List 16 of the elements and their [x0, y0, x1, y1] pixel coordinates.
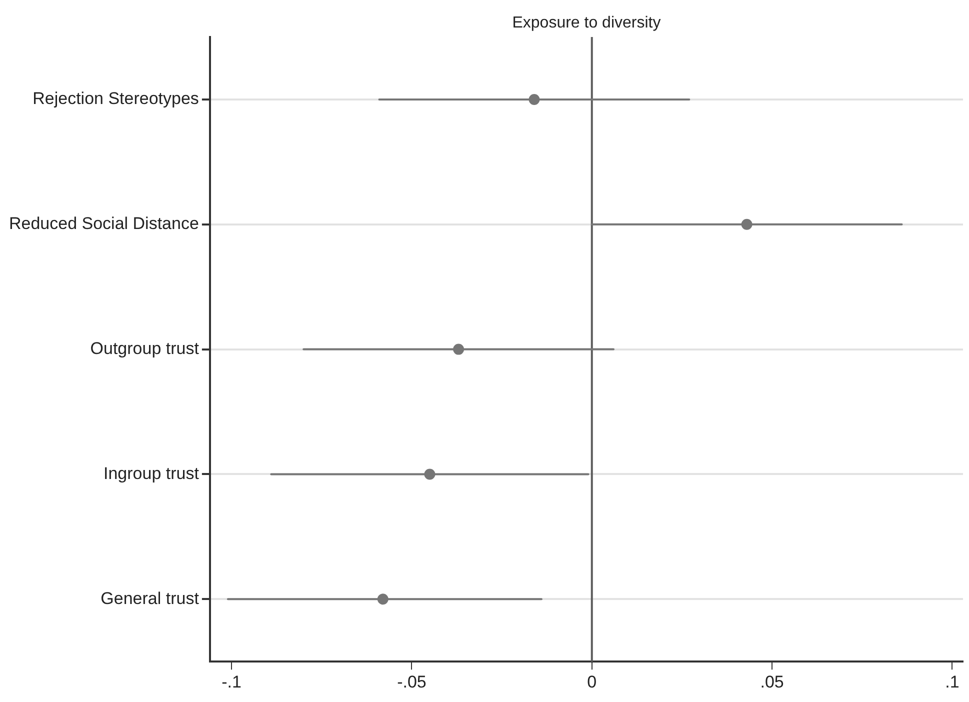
y-tick-label: Ingroup trust — [103, 464, 200, 483]
y-tick-label: Rejection Stereotypes — [32, 89, 199, 108]
point — [741, 218, 752, 230]
chart-title: Exposure to diversity — [512, 14, 661, 32]
x-tick-label: .1 — [945, 672, 960, 692]
point — [528, 94, 540, 105]
x-tick-label: .05 — [760, 672, 784, 692]
y-tick-label: Reduced Social Distance — [8, 214, 199, 234]
point — [453, 344, 464, 355]
x-tick-label: -.05 — [397, 672, 426, 692]
point — [424, 468, 436, 480]
y-tick-label: Outgroup trust — [90, 338, 200, 358]
x-tick-label: 0 — [587, 672, 597, 692]
x-tick-label: -.1 — [222, 672, 242, 692]
point — [377, 594, 388, 605]
y-tick-label: General trust — [100, 588, 200, 608]
